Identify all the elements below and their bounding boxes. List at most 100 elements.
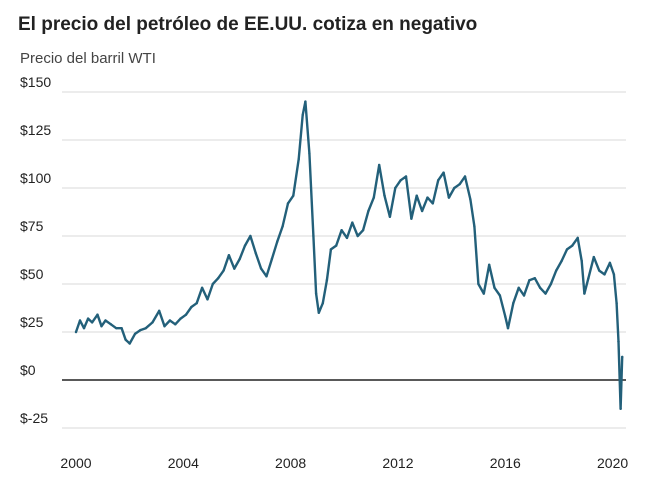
data-point	[96, 313, 99, 316]
data-point	[538, 286, 542, 290]
data-point	[612, 273, 616, 276]
y-tick-label: $75	[20, 218, 44, 234]
x-tick-label: 2008	[275, 455, 306, 471]
data-point	[195, 302, 198, 305]
data-point	[482, 292, 486, 295]
data-point	[335, 244, 338, 247]
data-point	[517, 286, 520, 290]
data-point	[420, 209, 424, 213]
data-point	[82, 326, 86, 330]
data-point	[329, 248, 333, 251]
data-point	[442, 171, 445, 174]
data-point	[276, 240, 279, 243]
data-point	[321, 302, 325, 305]
data-point	[571, 244, 574, 247]
y-tick-label: $125	[20, 122, 51, 138]
data-point	[415, 194, 418, 197]
data-point	[78, 319, 82, 322]
y-tick-label: $100	[20, 170, 51, 186]
data-point	[436, 179, 440, 182]
data-point	[259, 267, 263, 270]
y-tick-label: $25	[20, 314, 44, 330]
data-point	[100, 325, 103, 328]
data-point	[144, 326, 147, 330]
data-point	[90, 321, 94, 324]
data-point	[356, 234, 359, 238]
data-point	[314, 292, 318, 295]
data-point	[487, 263, 491, 266]
data-point	[297, 158, 300, 161]
data-point	[304, 100, 307, 103]
data-point	[270, 257, 274, 261]
data-point	[211, 282, 215, 286]
series-line-wti	[74, 100, 624, 410]
data-point	[621, 355, 624, 359]
data-point	[120, 326, 123, 330]
data-point	[157, 309, 161, 313]
y-tick-label: $0	[20, 362, 36, 378]
data-point	[410, 217, 413, 220]
data-point	[565, 248, 569, 251]
data-point	[463, 175, 467, 178]
data-point	[399, 179, 402, 182]
series-layer	[74, 100, 624, 410]
data-point	[133, 332, 137, 336]
data-point	[222, 269, 225, 272]
data-point	[377, 163, 381, 167]
data-point	[168, 319, 172, 322]
data-point	[301, 113, 304, 117]
data-point	[104, 319, 107, 322]
data-point	[216, 277, 220, 280]
data-point	[533, 277, 536, 280]
data-point	[361, 229, 365, 232]
x-axis-tick-labels: 2000 2004 2008 2012 2016 2020	[60, 455, 628, 471]
x-tick-label: 2012	[382, 455, 413, 471]
data-point	[200, 286, 204, 290]
data-point	[504, 315, 507, 318]
data-point	[367, 209, 370, 213]
data-point	[308, 152, 311, 155]
y-axis-tick-labels: $-25 $0 $25 $50 $75 $100 $125 $150	[20, 74, 51, 426]
data-point	[233, 267, 236, 270]
data-point	[426, 196, 429, 199]
data-point	[340, 229, 343, 232]
data-point	[394, 186, 397, 190]
data-point	[238, 257, 241, 261]
data-point	[619, 407, 622, 410]
y-tick-label: $50	[20, 266, 44, 282]
data-point	[174, 323, 177, 326]
data-point	[86, 317, 90, 320]
data-point	[115, 326, 118, 330]
data-point	[227, 254, 231, 257]
gridlines	[62, 91, 626, 429]
data-point	[184, 313, 188, 316]
data-point	[286, 202, 290, 205]
data-point	[555, 269, 558, 272]
y-tick-label: $-25	[20, 410, 48, 426]
data-point	[583, 292, 586, 295]
data-point	[317, 311, 321, 314]
data-point	[549, 282, 553, 286]
data-point	[528, 278, 531, 282]
data-point	[498, 294, 502, 297]
data-point	[243, 244, 247, 247]
data-point	[615, 302, 618, 305]
data-point	[477, 282, 480, 286]
data-point	[544, 292, 547, 295]
data-point	[404, 175, 408, 178]
x-tick-label: 2016	[490, 455, 521, 471]
data-point	[512, 302, 515, 305]
data-point	[603, 273, 606, 276]
data-point	[292, 194, 295, 197]
data-point	[206, 298, 209, 301]
data-point	[190, 305, 193, 309]
data-point	[493, 286, 496, 290]
data-point	[597, 269, 601, 272]
x-tick-label: 2020	[597, 455, 628, 471]
data-point	[587, 277, 590, 280]
data-point	[179, 317, 182, 320]
data-point	[163, 325, 166, 328]
data-point	[506, 326, 510, 330]
data-point	[431, 202, 435, 205]
